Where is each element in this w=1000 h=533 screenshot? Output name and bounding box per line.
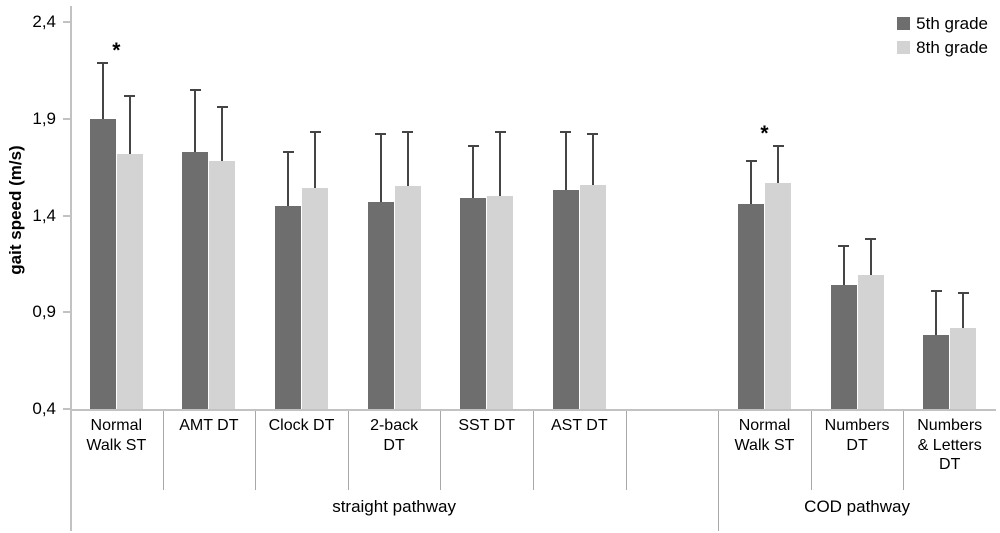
bar-5th-grade	[552, 190, 579, 409]
error-bar-cap	[402, 131, 414, 134]
bar-8th-grade	[579, 184, 606, 409]
error-bar-cap	[865, 237, 877, 240]
bar-5th-grade	[275, 205, 301, 409]
error-bar-cap	[189, 88, 201, 91]
legend-entry-5th-grade: 5th grade	[897, 15, 988, 32]
category-label: SST DT	[458, 417, 515, 434]
error-bar-line	[194, 89, 197, 152]
error-bar-line	[472, 145, 475, 199]
error-bar-cap	[216, 106, 228, 109]
error-bar-line	[287, 151, 289, 206]
significance-asterisk: *	[760, 121, 769, 145]
error-bar-cap	[309, 131, 321, 134]
legend-swatch-5th-grade	[897, 17, 911, 30]
bar-5th-grade	[923, 335, 950, 409]
category-divider	[810, 411, 812, 490]
category-divider	[903, 411, 905, 490]
x-axis-line	[70, 409, 996, 411]
error-bar-cap	[375, 133, 387, 136]
legend-entry-8th-grade: 8th grade	[897, 39, 988, 56]
category-label: AMT DT	[179, 417, 239, 434]
category-label: 2-back DT	[370, 417, 419, 454]
y-axis-line	[70, 6, 72, 531]
bar-5th-grade	[182, 151, 209, 409]
error-bar-line	[221, 107, 224, 162]
legend-swatch-8th-grade	[897, 41, 911, 54]
error-bar-line	[777, 145, 779, 183]
bar-8th-grade	[116, 153, 143, 409]
category-label: Numbers & Letters DT	[917, 417, 983, 474]
pathway-label: straight pathway	[332, 497, 456, 516]
bar-8th-grade	[394, 186, 421, 409]
error-bar-line	[842, 246, 845, 286]
error-bar-cap	[957, 291, 969, 294]
error-bar-line	[962, 292, 965, 328]
error-bar-cap	[772, 144, 784, 147]
error-bar-cap	[560, 131, 572, 134]
category-label: Normal Walk ST	[86, 417, 147, 454]
category-divider	[162, 411, 164, 490]
y-tick-label: 0,9	[32, 302, 56, 322]
error-bar-line	[101, 62, 104, 119]
error-bar-cap	[467, 144, 479, 147]
category-divider	[533, 411, 534, 490]
legend-label-8th-grade: 8th grade	[916, 38, 988, 57]
error-bar-line	[869, 238, 872, 276]
y-tick-mark	[63, 117, 70, 120]
error-bar-cap	[124, 94, 136, 97]
category-label: Normal Walk ST	[734, 417, 795, 454]
category-divider	[718, 411, 720, 531]
error-bar-cap	[97, 61, 109, 64]
error-bar-line	[935, 290, 938, 336]
y-tick-mark	[63, 408, 70, 410]
pathway-label: COD pathway	[804, 497, 910, 516]
bar-8th-grade	[487, 196, 514, 409]
error-bar-line	[591, 134, 594, 185]
bar-8th-grade	[209, 161, 236, 409]
error-bar-cap	[930, 289, 942, 292]
bar-5th-grade	[830, 285, 857, 409]
bar-8th-grade	[857, 275, 884, 409]
error-bar-cap	[745, 160, 757, 163]
bar-5th-grade	[460, 198, 487, 409]
legend: 5th grade 8th grade	[897, 15, 988, 56]
category-divider	[347, 411, 349, 490]
error-bar-cap	[587, 133, 599, 136]
category-divider	[440, 411, 442, 490]
bar-8th-grade	[765, 182, 791, 409]
bar-8th-grade	[302, 188, 328, 409]
category-divider	[625, 411, 627, 490]
legend-label-5th-grade: 5th grade	[916, 14, 988, 33]
error-bar-cap	[282, 150, 294, 153]
category-label: AST DT	[550, 417, 608, 434]
error-bar-cap	[838, 245, 850, 248]
category-divider	[255, 411, 257, 490]
y-tick-label: 2,4	[32, 12, 56, 31]
bar-5th-grade	[89, 118, 116, 409]
error-bar-line	[406, 132, 409, 187]
error-bar-line	[128, 95, 131, 154]
error-bar-line	[314, 132, 316, 189]
y-tick-label: 1,9	[32, 108, 56, 128]
significance-asterisk: *	[112, 38, 121, 62]
y-tick-label: 0,4	[32, 399, 56, 418]
bar-5th-grade	[738, 203, 764, 409]
category-label: Numbers DT	[824, 417, 890, 454]
error-bar-line	[379, 134, 382, 202]
y-tick-mark	[63, 214, 70, 217]
y-tick-mark	[63, 21, 70, 23]
error-bar-line	[564, 132, 567, 191]
category-label: Clock DT	[268, 417, 335, 434]
y-tick-label: 1,4	[32, 205, 56, 225]
bar-5th-grade	[367, 201, 394, 409]
error-bar-line	[750, 161, 752, 204]
error-bar-line	[499, 132, 502, 197]
bar-8th-grade	[950, 327, 977, 409]
y-tick-mark	[63, 311, 70, 314]
error-bar-cap	[494, 131, 506, 134]
